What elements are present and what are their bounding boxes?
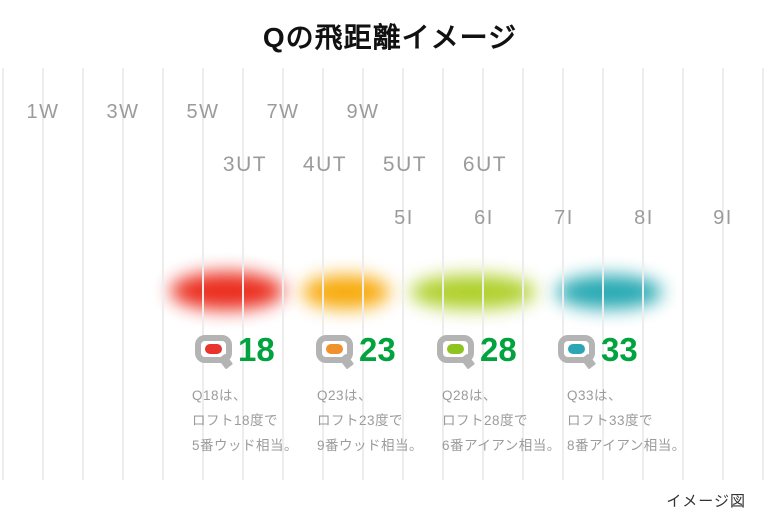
gridline (642, 68, 644, 480)
club-label-6i: 6I (474, 207, 494, 229)
club-label-7i: 7I (554, 207, 574, 229)
q28-description: Q28は、 ロフト28度で 6番アイアン相当。 (442, 388, 561, 453)
image-disclaimer-note: イメージ図 (666, 493, 746, 510)
club-label-7w: 7W (266, 101, 300, 123)
q18-number: 18 (238, 331, 275, 368)
q18-color-pill (205, 344, 222, 354)
gridline (2, 68, 4, 480)
club-label-5i: 5I (394, 207, 414, 229)
q-logo-icon (558, 333, 598, 370)
q33-description: Q33は、 ロフト33度で 8番アイアン相当。 (567, 388, 686, 453)
q23-color-pill (326, 344, 343, 354)
page-title: Qの飛距離イメージ (262, 22, 518, 53)
q23-number: 23 (359, 331, 396, 368)
q18-badge: 18 (195, 331, 275, 370)
range-blob-q18 (170, 272, 284, 310)
q28-color-pill (447, 344, 464, 354)
club-label-4ut: 4UT (302, 153, 348, 176)
q-logo-icon (437, 333, 477, 370)
range-blob-q28 (410, 275, 536, 309)
gridline (122, 68, 124, 480)
q-logo-icon (316, 333, 356, 370)
q18-description: Q18は、 ロフト18度で 5番ウッド相当。 (192, 388, 299, 453)
gridline (482, 68, 484, 480)
gridline (762, 68, 764, 480)
club-label-1w: 1W (26, 101, 60, 123)
gridline (602, 68, 604, 480)
q23-badge: 23 (316, 331, 396, 370)
gridline (162, 68, 164, 480)
q28-badge: 28 (437, 331, 517, 370)
gridline (242, 68, 244, 480)
gridline (722, 68, 724, 480)
gridline (562, 68, 564, 480)
range-blob-q33 (556, 275, 662, 309)
gridline (522, 68, 524, 480)
club-label-5ut: 5UT (382, 153, 428, 176)
gridline (402, 68, 404, 480)
q33-color-pill (568, 344, 585, 354)
gridline (82, 68, 84, 480)
gridline (442, 68, 444, 480)
club-label-6ut: 6UT (462, 153, 508, 176)
club-label-8i: 8I (634, 207, 654, 229)
club-label-3w: 3W (106, 101, 140, 123)
q33-number: 33 (601, 331, 638, 368)
q33-number: 28 (480, 331, 517, 368)
gridline (322, 68, 324, 480)
q-logo-icon (195, 333, 235, 370)
gridline (42, 68, 44, 480)
gridline (202, 68, 204, 480)
gridline (282, 68, 284, 480)
club-label-5w: 5W (186, 101, 220, 123)
club-label-9w: 9W (346, 101, 380, 123)
gridline (362, 68, 364, 480)
club-label-3ut: 3UT (222, 153, 268, 176)
range-blob-q23 (302, 275, 390, 309)
q33-badge: 33 (558, 331, 638, 370)
q23-description: Q23は、 ロフト23度で 9番ウッド相当。 (317, 388, 424, 453)
club-label-9i: 9I (713, 207, 733, 229)
gridline (682, 68, 684, 480)
